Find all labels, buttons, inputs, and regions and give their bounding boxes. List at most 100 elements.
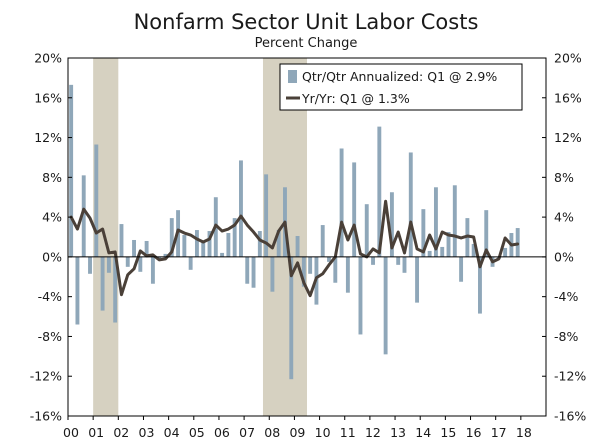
x-tick-label: 16 <box>466 425 482 440</box>
legend-line-label: Yr/Yr: Q1 @ 1.3% <box>301 91 410 106</box>
bar-q64 <box>471 243 476 257</box>
bar-q57 <box>427 250 432 257</box>
bar-q27 <box>239 160 243 257</box>
bar-q12 <box>144 240 149 257</box>
y-tick-label-left: 4% <box>42 210 62 225</box>
y-tick-label-right: 16% <box>554 90 582 105</box>
x-tick-label: 15 <box>440 425 456 440</box>
x-tick-label: 17 <box>491 425 507 440</box>
bar-q18 <box>182 235 187 257</box>
bar-q38 <box>308 256 313 274</box>
bar-q53 <box>402 256 407 273</box>
x-tick-label: 10 <box>315 425 331 440</box>
bar-q46 <box>358 256 363 335</box>
bar-q0 <box>69 84 74 257</box>
bar-q33 <box>276 230 281 257</box>
y-tick-label-left: 16% <box>34 90 62 105</box>
bar-q51 <box>389 192 394 257</box>
x-tick-label: 07 <box>239 425 255 440</box>
bar-q61 <box>452 185 457 257</box>
x-tick-label: 13 <box>390 425 406 440</box>
bar-q65 <box>478 256 482 314</box>
bar-q24 <box>220 252 225 257</box>
bar-q48 <box>371 256 375 265</box>
y-tick-label-left: -8% <box>38 329 62 344</box>
bar-q15 <box>163 253 168 257</box>
bar-q69 <box>503 247 508 257</box>
bar-q9 <box>125 256 130 267</box>
y-tick-label-right: -4% <box>554 289 578 304</box>
axes: 20% 20% 16% 16% 12% 12% 8% 8% 4% 4% 0% 0% -4% -4% -8% -… <box>30 51 587 441</box>
bar-q11 <box>138 256 143 272</box>
yr-line <box>69 199 520 298</box>
y-tick-label-right: -8% <box>554 329 578 344</box>
bar-q40 <box>320 225 325 257</box>
bar-q2 <box>81 175 86 257</box>
y-tick-label-left: -16% <box>30 409 62 424</box>
bar-q5 <box>100 256 105 311</box>
bar-q25 <box>226 233 231 257</box>
x-tick-label: 11 <box>340 425 356 440</box>
x-tick-label: 00 <box>63 425 79 440</box>
legend: Qtr/Qtr Annualized: Q1 @ 2.9% Yr/Yr: Q1 @… <box>279 63 523 111</box>
y-tick-label-left: -4% <box>38 289 62 304</box>
x-tick-label: 08 <box>264 425 280 440</box>
y-tick-label-right: 12% <box>554 130 582 145</box>
bar-q26 <box>232 218 237 257</box>
chart-title: Nonfarm Sector Unit Labor Costs <box>134 10 479 34</box>
bar-q44 <box>345 256 350 293</box>
y-tick-label-left: -12% <box>30 369 62 384</box>
x-tick-label: 04 <box>164 425 180 440</box>
bar-q66 <box>484 210 489 257</box>
bar-q59 <box>440 246 445 257</box>
bar-q43 <box>339 148 344 257</box>
bar-q13 <box>150 256 155 284</box>
chart-subtitle: Percent Change <box>255 36 358 51</box>
y-tick-label-left: 8% <box>42 170 62 185</box>
bar-q16 <box>169 218 174 257</box>
bar-q37 <box>301 256 306 287</box>
x-tick-label: 18 <box>516 425 532 440</box>
x-tick-label: 01 <box>88 425 104 440</box>
bar-q21 <box>201 241 206 257</box>
bar-q62 <box>459 256 464 282</box>
bar-q60 <box>446 232 451 257</box>
bar-q36 <box>295 236 300 257</box>
x-tick-label: 02 <box>113 425 129 440</box>
bar-q32 <box>270 256 275 292</box>
y-tick-label-left: 0% <box>42 249 62 264</box>
bar-q58 <box>433 187 438 257</box>
plot-frame <box>67 57 547 417</box>
bar-q42 <box>333 256 338 283</box>
bar-q56 <box>421 209 426 257</box>
bar-q8 <box>119 224 124 257</box>
bar-q10 <box>132 239 136 257</box>
y-tick-label-right: 20% <box>554 51 582 66</box>
bar-q3 <box>88 256 92 274</box>
y-tick-label-right: 8% <box>554 170 574 185</box>
bar-q4 <box>94 144 99 257</box>
legend-box <box>279 63 523 111</box>
x-tick-label: 03 <box>139 425 155 440</box>
y-tick-label-right: -16% <box>554 409 586 424</box>
bar-q6 <box>106 256 111 273</box>
bar-q49 <box>377 126 382 257</box>
bar-q45 <box>352 162 357 257</box>
yr-yr-line <box>69 199 520 298</box>
bar-q19 <box>188 256 193 270</box>
x-tick-label: 06 <box>214 425 230 440</box>
y-tick-label-right: -12% <box>554 369 586 384</box>
bar-q54 <box>408 152 413 257</box>
bar-q50 <box>383 256 388 355</box>
bar-q55 <box>415 256 420 303</box>
y-tick-label-left: 20% <box>34 51 62 66</box>
y-tick-label-right: 0% <box>554 249 574 264</box>
bar-q28 <box>245 256 250 284</box>
bar-q7 <box>113 256 118 323</box>
x-tick-label: 05 <box>189 425 205 440</box>
bar-q30 <box>257 231 262 257</box>
legend-bar-swatch <box>288 70 297 83</box>
x-tick-label: 12 <box>365 425 381 440</box>
bar-q41 <box>327 256 331 262</box>
